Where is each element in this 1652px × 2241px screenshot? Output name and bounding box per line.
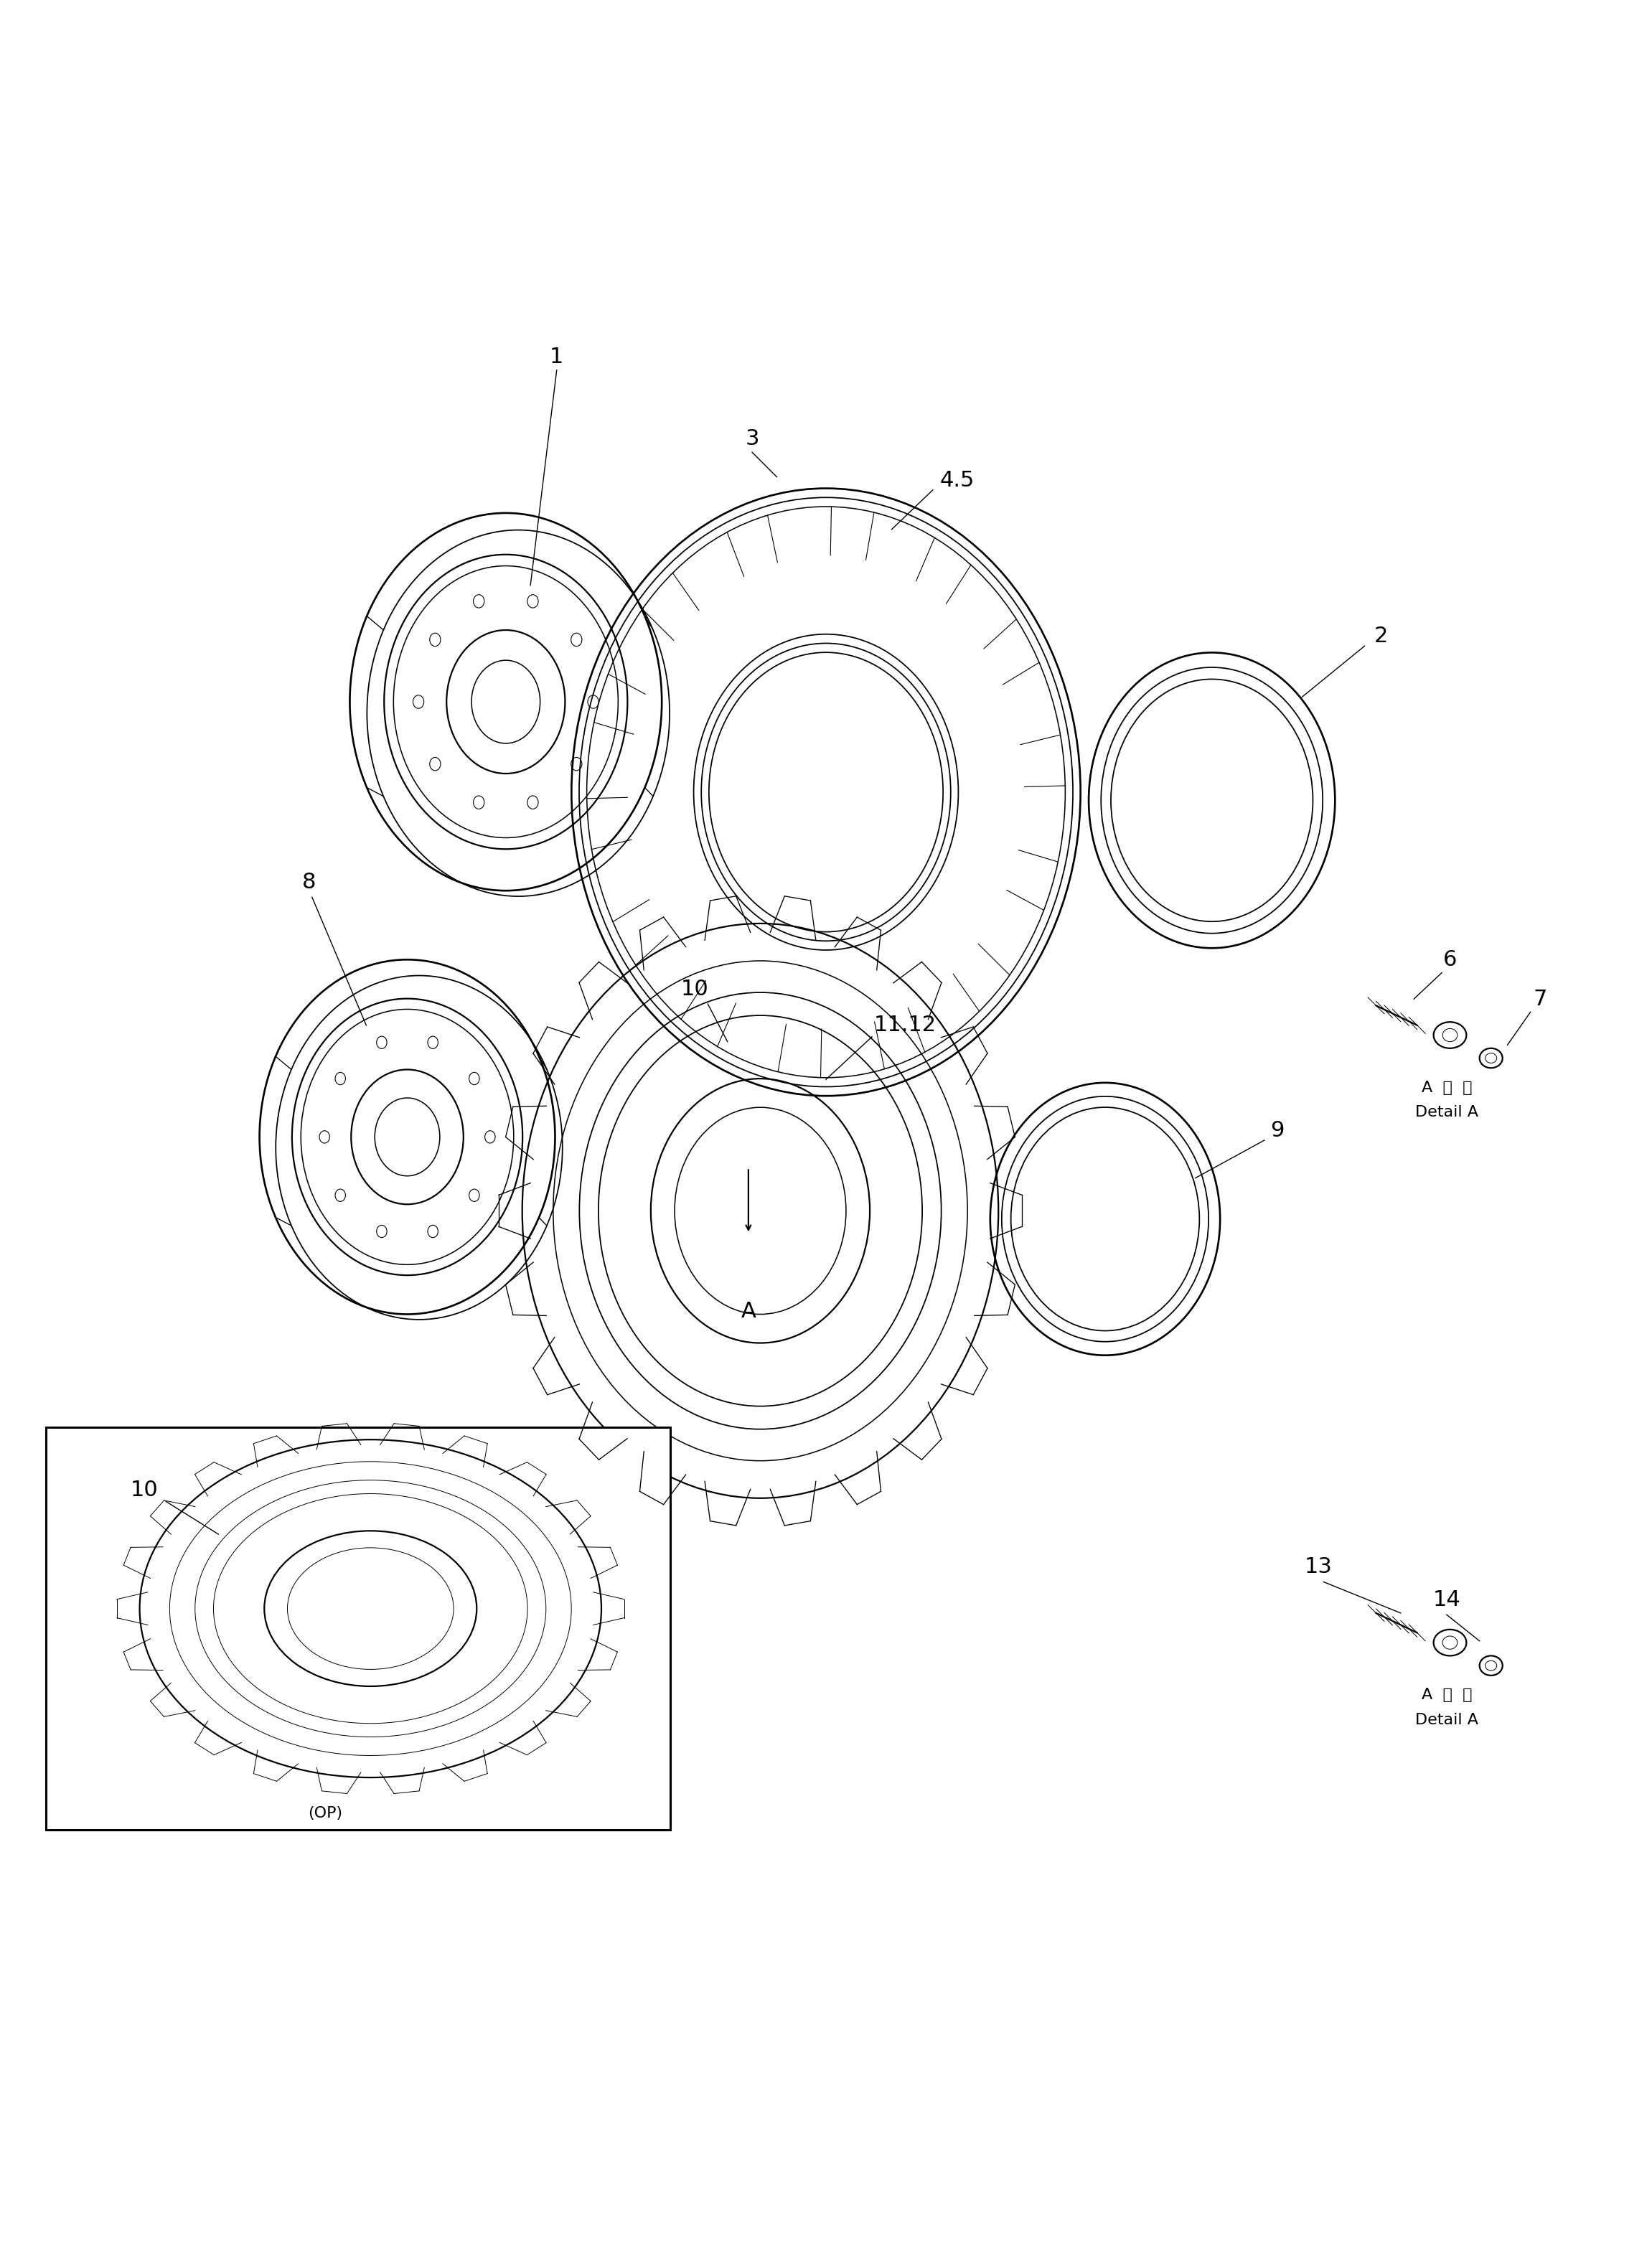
Text: 9: 9 (1270, 1120, 1285, 1141)
Text: 13: 13 (1305, 1557, 1333, 1578)
Text: A  詳  細: A 詳 細 (1421, 1687, 1472, 1703)
Text: 3: 3 (745, 428, 760, 450)
Text: 10: 10 (131, 1479, 159, 1499)
Text: 11.12: 11.12 (874, 1015, 937, 1035)
Text: (OP): (OP) (307, 1806, 342, 1820)
Text: 6: 6 (1442, 950, 1457, 970)
Ellipse shape (1434, 1629, 1467, 1656)
Text: A  詳  細: A 詳 細 (1421, 1080, 1472, 1096)
Text: 14: 14 (1432, 1589, 1460, 1611)
Text: 2: 2 (1374, 625, 1388, 648)
Text: 4.5: 4.5 (940, 471, 975, 491)
Ellipse shape (1434, 1022, 1467, 1049)
Text: 8: 8 (302, 872, 316, 892)
Text: Detail A: Detail A (1416, 1105, 1479, 1120)
Text: Detail A: Detail A (1416, 1712, 1479, 1728)
Text: 1: 1 (550, 347, 563, 368)
Bar (46, 1428, 671, 1831)
Ellipse shape (1480, 1049, 1503, 1069)
Text: 10: 10 (681, 979, 709, 999)
Ellipse shape (1480, 1656, 1503, 1676)
Text: 7: 7 (1533, 988, 1548, 1008)
Text: A: A (742, 1302, 757, 1322)
